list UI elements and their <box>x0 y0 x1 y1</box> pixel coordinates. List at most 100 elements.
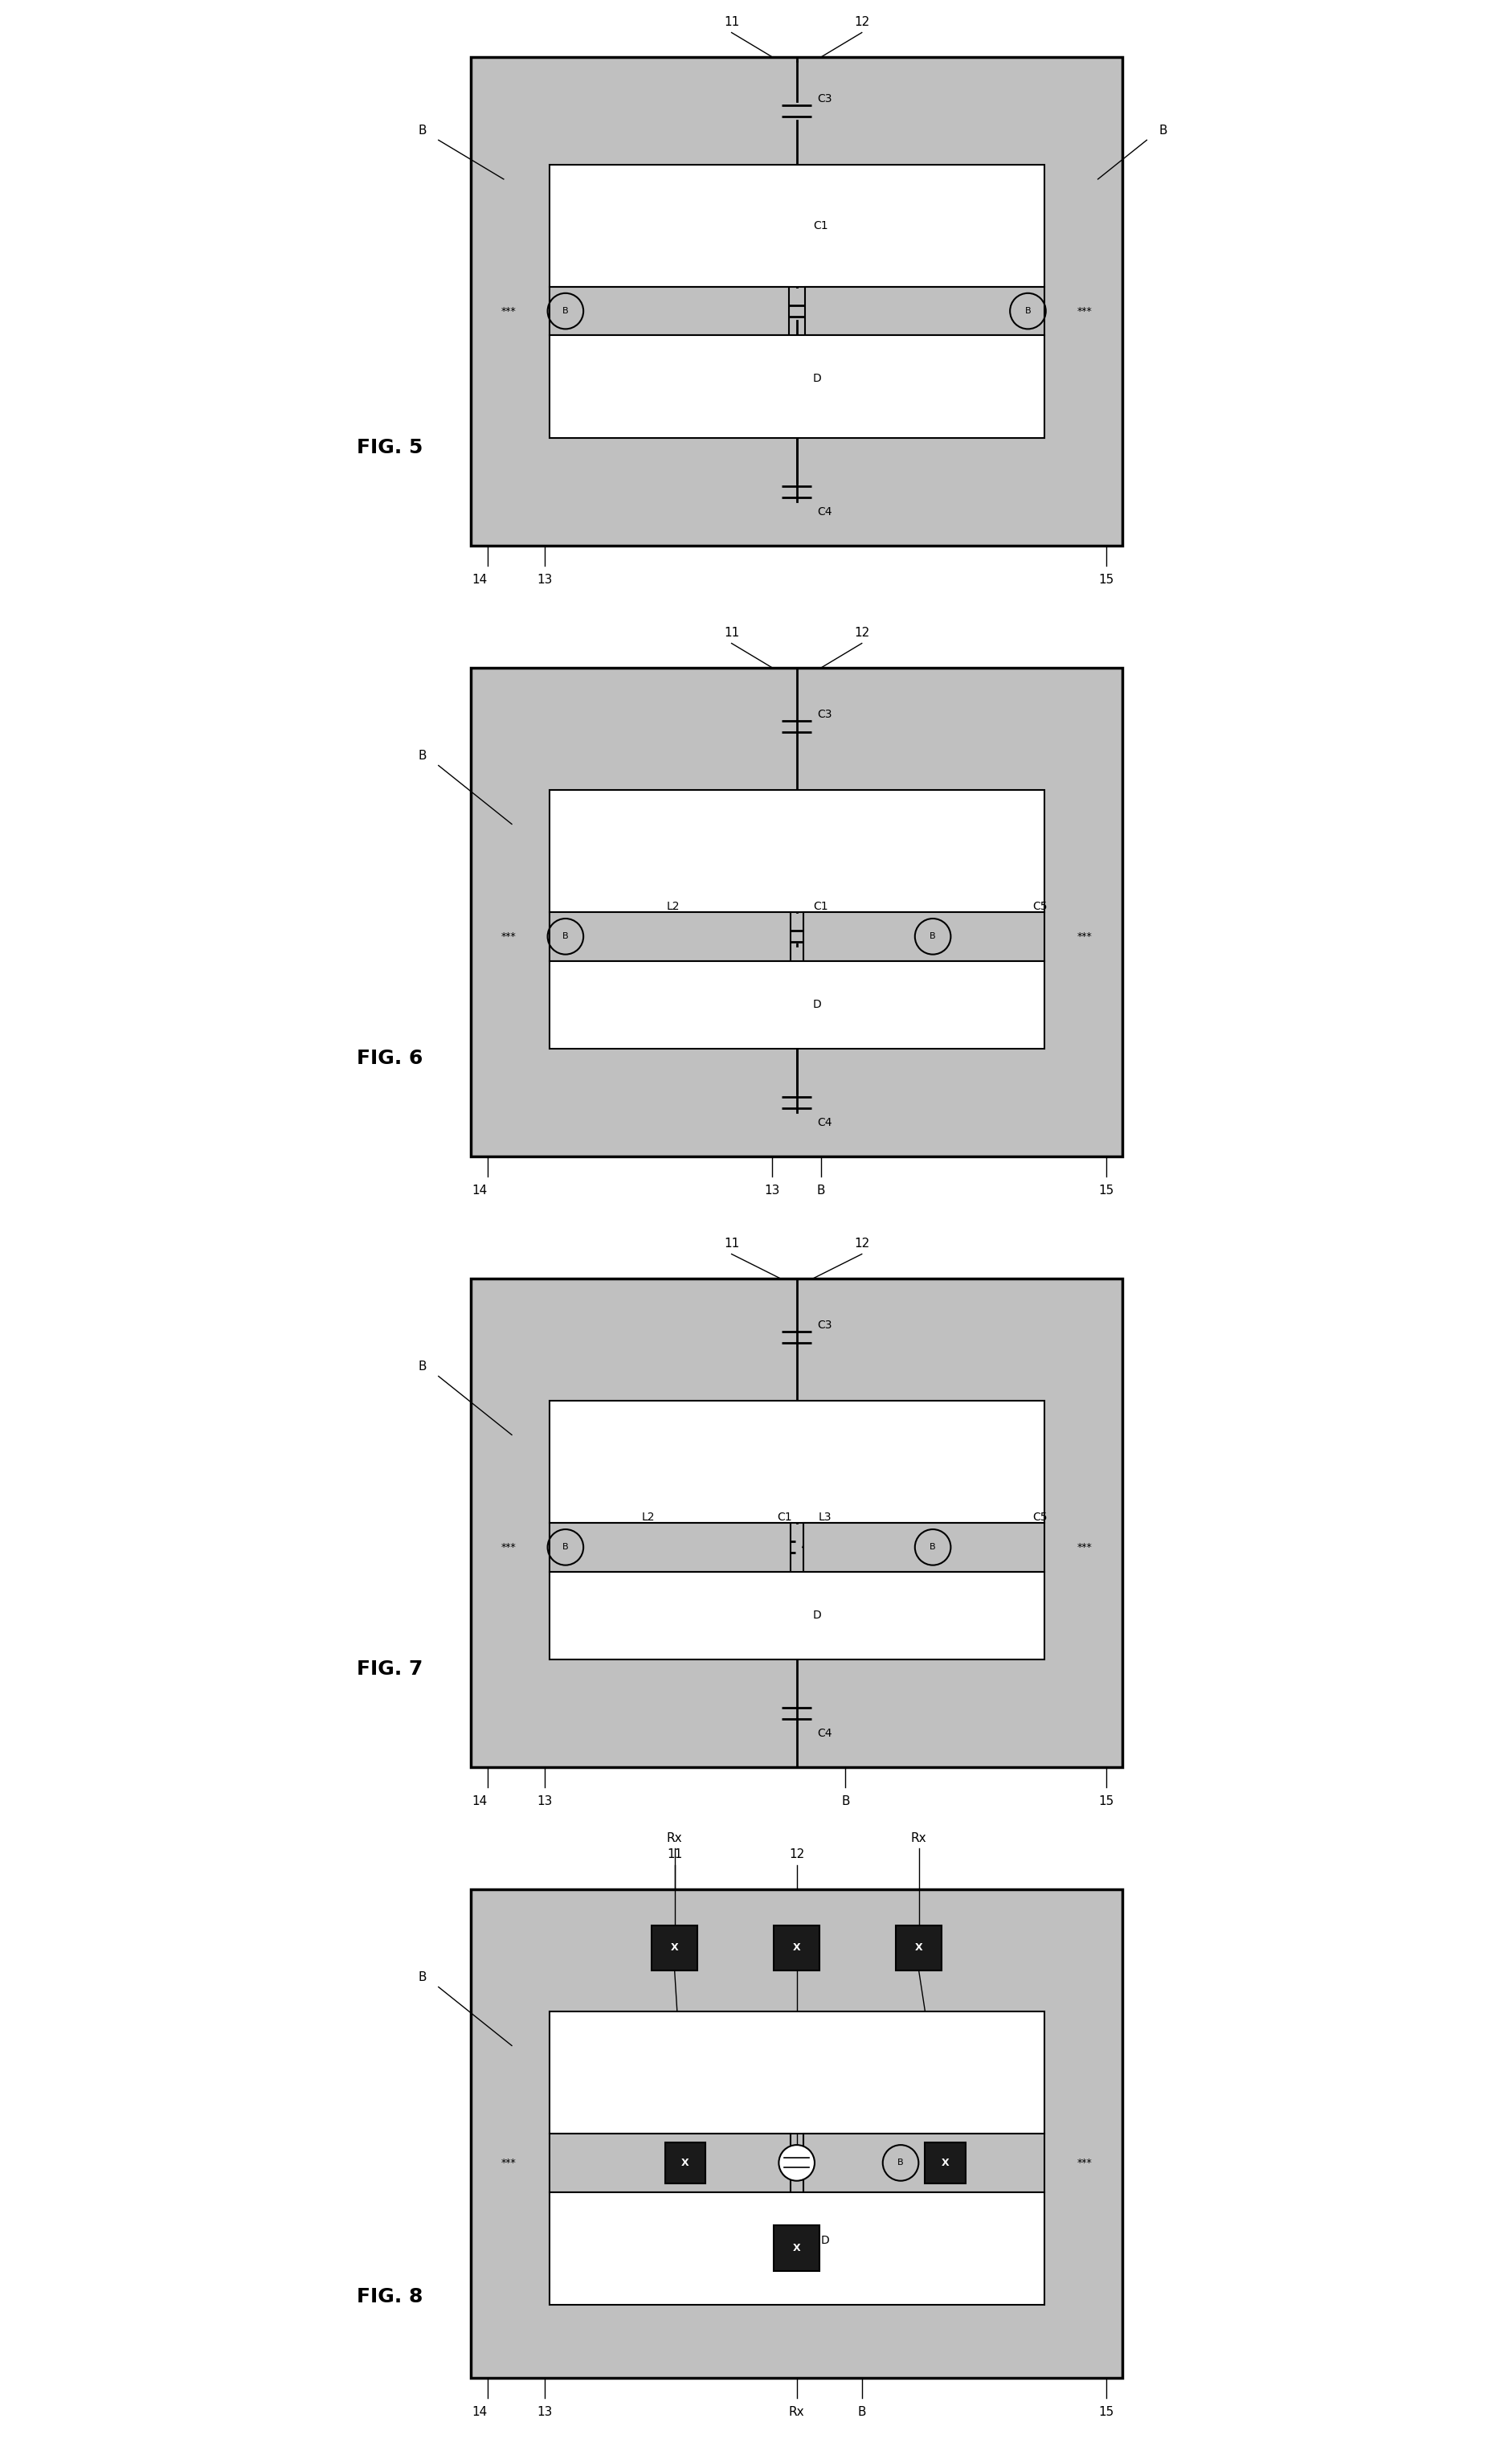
Text: B: B <box>1158 125 1167 137</box>
Text: Rx: Rx <box>910 1832 927 1844</box>
Text: B: B <box>562 1544 569 1551</box>
Text: 13: 13 <box>537 1796 552 1808</box>
Text: 11: 11 <box>724 17 739 29</box>
Text: D: D <box>813 999 821 1011</box>
Text: 14: 14 <box>472 1185 487 1197</box>
Bar <box>803 911 1045 960</box>
Text: Rx: Rx <box>667 1832 682 1844</box>
Text: D: D <box>813 1610 821 1622</box>
Text: X: X <box>792 2243 800 2252</box>
Text: ***: *** <box>500 1542 516 1551</box>
Text: ***: *** <box>500 305 516 315</box>
Text: 11: 11 <box>667 1849 682 1862</box>
Text: C3: C3 <box>816 1319 832 1331</box>
Bar <box>549 960 1045 1048</box>
Text: C4: C4 <box>816 1116 832 1129</box>
Text: 13: 13 <box>765 1185 780 1197</box>
Text: 12: 12 <box>854 1239 869 1251</box>
Text: 15: 15 <box>1098 1185 1114 1197</box>
Text: B: B <box>857 2406 866 2419</box>
Bar <box>925 2143 966 2184</box>
Bar <box>472 56 1122 545</box>
Text: 14: 14 <box>472 574 487 586</box>
Text: B: B <box>417 125 426 137</box>
Text: 15: 15 <box>1098 1796 1114 1808</box>
Text: B: B <box>841 1796 850 1808</box>
Bar <box>774 2226 820 2272</box>
Text: ***: *** <box>1078 305 1093 315</box>
Text: L2: L2 <box>667 901 679 911</box>
Text: B: B <box>417 1972 426 1984</box>
Text: ***: *** <box>500 2157 516 2167</box>
Text: 14: 14 <box>472 1796 487 1808</box>
Text: 13: 13 <box>537 2406 552 2419</box>
Text: 12: 12 <box>854 628 869 640</box>
Text: C5: C5 <box>1033 901 1048 911</box>
Text: B: B <box>930 933 936 941</box>
Text: C4: C4 <box>816 506 832 518</box>
Bar <box>774 1925 820 1972</box>
Bar <box>549 2191 1045 2304</box>
Text: B: B <box>1025 308 1031 315</box>
Bar <box>665 2143 706 2184</box>
Bar <box>549 286 789 335</box>
Bar <box>897 1925 942 1972</box>
Text: C4: C4 <box>816 1727 832 1739</box>
Text: C5: C5 <box>1033 1512 1048 1522</box>
Text: 13: 13 <box>537 574 552 586</box>
Text: C1: C1 <box>813 901 829 911</box>
Bar <box>549 1400 1045 1522</box>
Bar <box>549 164 1045 286</box>
Text: ***: *** <box>1078 1542 1093 1551</box>
Text: ***: *** <box>1078 2157 1093 2167</box>
Text: 12: 12 <box>854 17 869 29</box>
Text: B: B <box>562 308 569 315</box>
Text: B: B <box>898 2160 904 2167</box>
Text: ***: *** <box>1078 931 1093 941</box>
Text: B: B <box>930 1544 936 1551</box>
Text: X: X <box>792 1942 800 1952</box>
Text: X: X <box>942 2157 950 2167</box>
Text: B: B <box>417 750 426 762</box>
Bar <box>549 2133 791 2191</box>
Text: L2: L2 <box>641 1512 655 1522</box>
Bar <box>549 335 1045 437</box>
Text: X: X <box>682 2157 689 2167</box>
Bar <box>549 2011 1045 2133</box>
Bar <box>803 1522 1045 1571</box>
Text: FIG. 6: FIG. 6 <box>357 1048 423 1068</box>
Bar <box>472 1888 1122 2377</box>
Text: L3: L3 <box>818 1512 832 1522</box>
Text: C1: C1 <box>813 220 829 232</box>
Text: D: D <box>813 374 821 384</box>
Bar <box>472 1278 1122 1766</box>
Text: C3: C3 <box>816 93 832 105</box>
Text: D: D <box>821 2235 830 2245</box>
Text: 15: 15 <box>1098 574 1114 586</box>
Bar <box>652 1925 697 1972</box>
Text: 14: 14 <box>472 2406 487 2419</box>
Text: FIG. 8: FIG. 8 <box>357 2287 423 2306</box>
Bar <box>549 1571 1045 1659</box>
Text: 11: 11 <box>724 1239 739 1251</box>
Text: X: X <box>915 1942 922 1952</box>
Text: FIG. 5: FIG. 5 <box>357 437 423 457</box>
Text: 11: 11 <box>724 628 739 640</box>
Text: FIG. 7: FIG. 7 <box>357 1659 423 1678</box>
Bar <box>549 911 791 960</box>
Text: Rx: Rx <box>789 2406 804 2419</box>
Text: B: B <box>417 1361 426 1373</box>
Text: B: B <box>562 933 569 941</box>
Text: C1: C1 <box>777 1512 792 1522</box>
Text: 15: 15 <box>1098 2406 1114 2419</box>
Text: B: B <box>816 1185 826 1197</box>
Bar <box>804 286 1045 335</box>
Bar <box>472 667 1122 1156</box>
Bar <box>549 789 1045 911</box>
Bar <box>803 2133 1045 2191</box>
Circle shape <box>779 2145 815 2182</box>
Text: X: X <box>671 1942 679 1952</box>
Text: 12: 12 <box>789 1849 804 1862</box>
Text: C3: C3 <box>816 708 832 721</box>
Text: ***: *** <box>500 931 516 941</box>
